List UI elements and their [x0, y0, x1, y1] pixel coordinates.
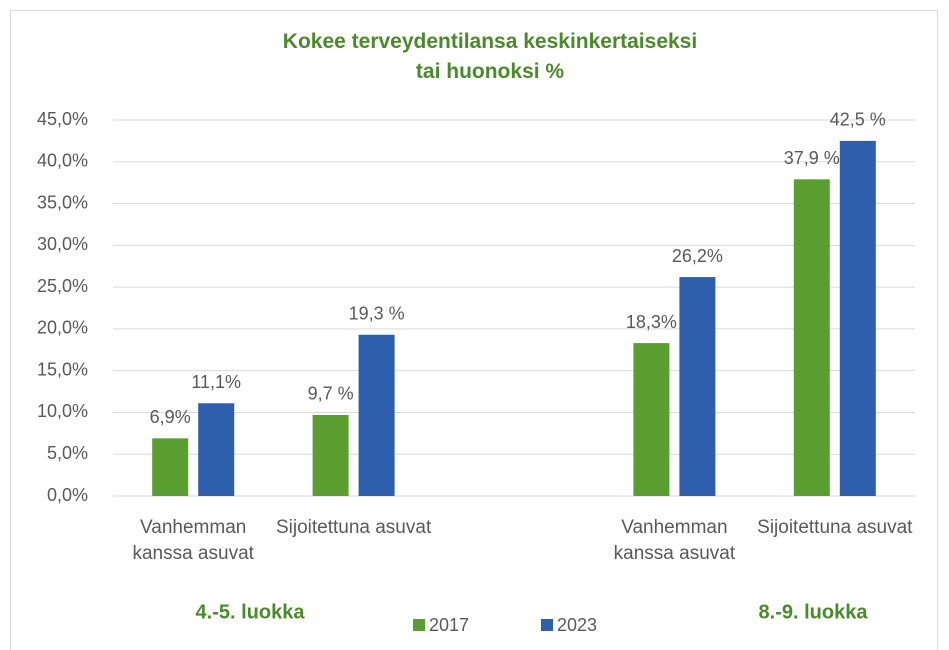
value-label: 26,2%	[672, 246, 723, 266]
legend-swatch	[413, 619, 425, 631]
chart-border	[10, 10, 938, 650]
legend-label: 2023	[557, 615, 597, 635]
y-tick-label: 10,0%	[37, 401, 88, 421]
y-tick-label: 20,0%	[37, 318, 88, 338]
value-label: 19,3 %	[349, 303, 405, 323]
x-tick-label: Vanhemman kanssa asuvat	[132, 517, 254, 564]
y-tick-label: 5,0%	[47, 443, 88, 463]
x-tick-label: Sijoitettuna asuvat	[757, 517, 913, 538]
value-label: 42,5 %	[830, 110, 886, 130]
y-tick-label: 45,0%	[37, 109, 88, 129]
legend-swatch	[541, 619, 553, 631]
x-tick-label: Sijoitettuna asuvat	[275, 517, 432, 538]
bar	[152, 438, 189, 496]
value-label: 37,9 %	[784, 148, 840, 168]
y-tick-label: 40,0%	[37, 151, 88, 171]
group-label: 4.-5. luokka	[196, 601, 306, 623]
value-label: 11,1%	[191, 372, 241, 392]
y-tick-label: 25,0%	[37, 276, 88, 296]
x-tick-label: Vanhemman kanssa asuvat	[613, 517, 736, 564]
value-label: 9,7 %	[308, 384, 354, 404]
bar	[679, 277, 716, 496]
value-label: 18,3%	[626, 312, 677, 332]
bar	[312, 414, 349, 496]
bar	[793, 179, 830, 496]
bar	[633, 343, 670, 496]
legend-label: 2017	[429, 615, 469, 635]
chart-title: Kokee terveydentilansa keskinkertaiseksi…	[282, 30, 698, 83]
bar	[839, 140, 876, 496]
value-label: 6,9%	[150, 407, 191, 427]
y-tick-label: 30,0%	[37, 234, 88, 254]
group-label: 8.-9. luokka	[759, 601, 869, 623]
bar	[198, 403, 235, 496]
y-tick-label: 15,0%	[37, 359, 88, 379]
y-tick-label: 0,0%	[47, 485, 88, 505]
y-tick-label: 35,0%	[37, 192, 88, 212]
bar	[358, 334, 395, 496]
